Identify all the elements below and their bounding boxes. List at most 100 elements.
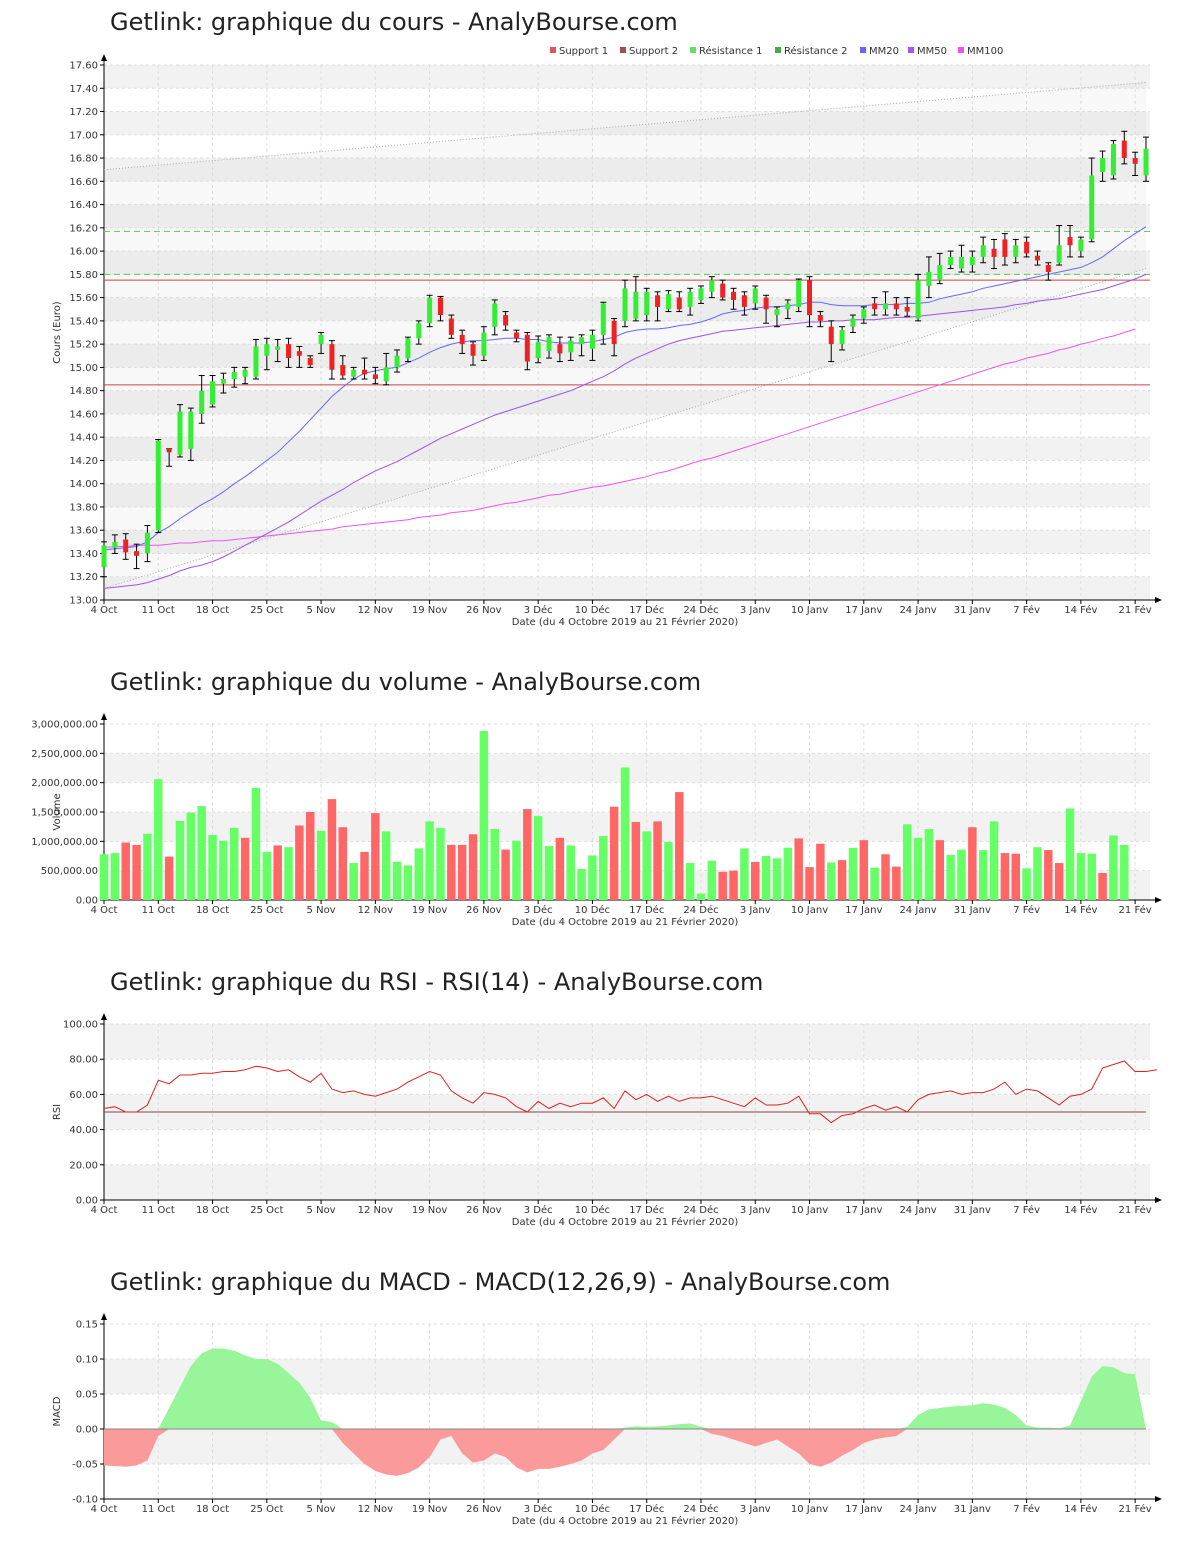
legend-swatch <box>690 47 696 53</box>
x-tick-label: 14 Fév <box>1064 1503 1097 1515</box>
candle-up <box>980 245 986 257</box>
volume-bar <box>110 853 120 900</box>
mm100-line <box>103 328 1136 549</box>
x-tick-label: 21 Fév <box>1119 1204 1152 1216</box>
candle-up <box>937 265 943 281</box>
volume-bar <box>957 849 966 900</box>
volume-bar <box>609 806 619 900</box>
x-tick-label: 10 Janv <box>791 1504 828 1515</box>
volume-bar <box>599 836 608 900</box>
volume-bar <box>1011 853 1020 900</box>
volume-bar <box>1076 853 1086 900</box>
x-tick-label: 18 Oct <box>196 605 229 616</box>
volume-bar <box>794 838 803 900</box>
y-tick-label: 0.05 <box>76 1390 98 1401</box>
candle-down <box>307 358 313 366</box>
volume-bar <box>740 848 749 900</box>
candle-down <box>1024 241 1030 254</box>
y-tick-label: 2,000,000.00 <box>31 778 98 789</box>
volume-bar <box>316 830 326 900</box>
legend-swatch <box>775 47 781 53</box>
volume-bar <box>414 848 424 900</box>
y-axis-title: RSI <box>52 1104 63 1120</box>
candle-up <box>492 303 498 327</box>
y-tick-label: 14.80 <box>69 386 98 397</box>
candle-down <box>1002 239 1008 257</box>
candle-down <box>655 295 661 307</box>
candle-down <box>1067 237 1073 246</box>
macd-negative-area <box>104 1429 1146 1476</box>
candle-up <box>958 256 964 269</box>
rsi-chart-title: Getlink: graphique du RSI - RSI(14) - An… <box>110 968 764 996</box>
candle-up <box>839 330 845 345</box>
y-tick-label: 80.00 <box>69 1055 98 1066</box>
volume-chart: 0.00 500,000.00 1,000,000.00 1,500,000.00 2,… <box>31 713 1162 928</box>
x-tick-label: 18 Oct <box>196 1504 229 1515</box>
y-tick-label: 17.60 <box>69 61 98 72</box>
volume-bar <box>946 854 955 900</box>
volume-bar <box>447 844 456 900</box>
candle-up <box>568 340 574 353</box>
x-tick-label: 3 Déc <box>524 604 553 616</box>
volume-bar <box>99 854 109 900</box>
candle-down <box>329 344 335 370</box>
background-band <box>104 204 1150 228</box>
legend-swatch <box>860 47 866 53</box>
candle-up <box>883 303 888 310</box>
y-tick-label: 17.40 <box>69 84 98 95</box>
x-tick-label: 24 Janv <box>899 1205 936 1216</box>
x-tick-label: 10 Janv <box>791 1205 828 1216</box>
x-tick-label: 24 Déc <box>683 904 718 916</box>
legend-label: Support 1 <box>559 46 608 57</box>
x-tick-label: 12 Nov <box>358 605 394 616</box>
candle-up <box>1089 175 1095 240</box>
y-tick-label: 15.20 <box>69 340 98 351</box>
x-tick-label: 11 Oct <box>142 605 175 616</box>
x-tick-label: 24 Déc <box>683 1204 718 1216</box>
y-tick-label: -0.05 <box>72 1460 98 1471</box>
background-band <box>104 158 1150 182</box>
x-tick-label: 18 Oct <box>196 905 229 916</box>
candle-down <box>991 248 997 257</box>
x-tick-label: 3 Janv <box>740 605 771 616</box>
volume-bar <box>154 779 163 900</box>
volume-bar <box>305 812 315 900</box>
legend-label: MM100 <box>967 46 1003 57</box>
x-tick-label: 17 Janv <box>845 905 882 916</box>
legend-label: Résistance 1 <box>699 45 762 57</box>
x-tick-label: 5 Nov <box>307 905 336 916</box>
volume-bar <box>848 847 858 900</box>
x-tick-label: 5 Nov <box>307 1205 336 1216</box>
x-axis-title: Date (du 4 Octobre 2019 au 21 Février 20… <box>512 916 739 928</box>
y-tick-label: 13.00 <box>69 596 98 607</box>
candle-down <box>448 318 454 335</box>
y-tick-label: 2,500,000.00 <box>31 749 98 760</box>
candle-up <box>546 337 552 352</box>
x-tick-label: 24 Janv <box>899 905 936 916</box>
x-tick-label: 24 Déc <box>683 1503 718 1515</box>
x-axis-arrow <box>1155 1496 1162 1502</box>
x-tick-label: 24 Janv <box>899 605 936 616</box>
x-axis-arrow <box>1155 597 1162 603</box>
x-axis-arrow <box>1155 1197 1162 1203</box>
x-tick-label: 24 Janv <box>899 1504 936 1515</box>
y-tick-label: 13.20 <box>69 572 98 583</box>
volume-bar <box>425 821 434 900</box>
x-tick-label: 4 Oct <box>91 905 118 916</box>
x-tick-label: 3 Janv <box>740 1205 771 1216</box>
y-tick-label: 0.00 <box>76 896 98 907</box>
candle-down <box>904 306 910 312</box>
x-tick-label: 4 Oct <box>91 1205 118 1216</box>
volume-bar <box>805 867 814 900</box>
x-tick-label: 26 Nov <box>466 1205 502 1216</box>
x-tick-label: 5 Nov <box>307 605 336 616</box>
volume-bar <box>132 844 141 900</box>
candle-up <box>199 390 205 414</box>
y-tick-label: 14.20 <box>69 456 98 467</box>
volume-bar <box>403 865 413 900</box>
volume-bar <box>978 850 988 900</box>
candle-down <box>362 369 367 375</box>
legend-swatch <box>958 47 964 53</box>
candle-up <box>275 346 281 350</box>
candle-up <box>665 294 671 310</box>
